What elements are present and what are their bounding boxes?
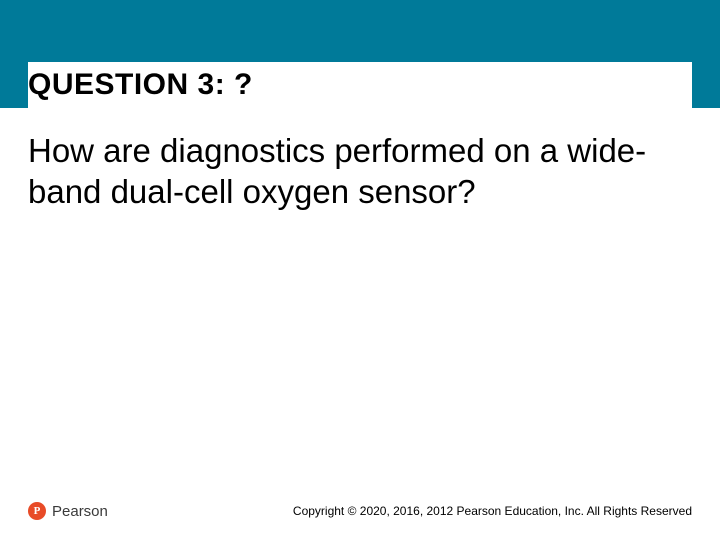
pearson-logo-icon	[28, 502, 46, 520]
pearson-logo-text: Pearson	[52, 503, 108, 520]
footer: Pearson Copyright © 2020, 2016, 2012 Pea…	[28, 502, 692, 520]
question-body: How are diagnostics performed on a wide-…	[28, 130, 692, 213]
slide: QUESTION 3: ? How are diagnostics perfor…	[0, 0, 720, 540]
copyright-text: Copyright © 2020, 2016, 2012 Pearson Edu…	[293, 504, 692, 518]
pearson-logo: Pearson	[28, 502, 108, 520]
question-label: QUESTION 3: ?	[28, 62, 692, 108]
